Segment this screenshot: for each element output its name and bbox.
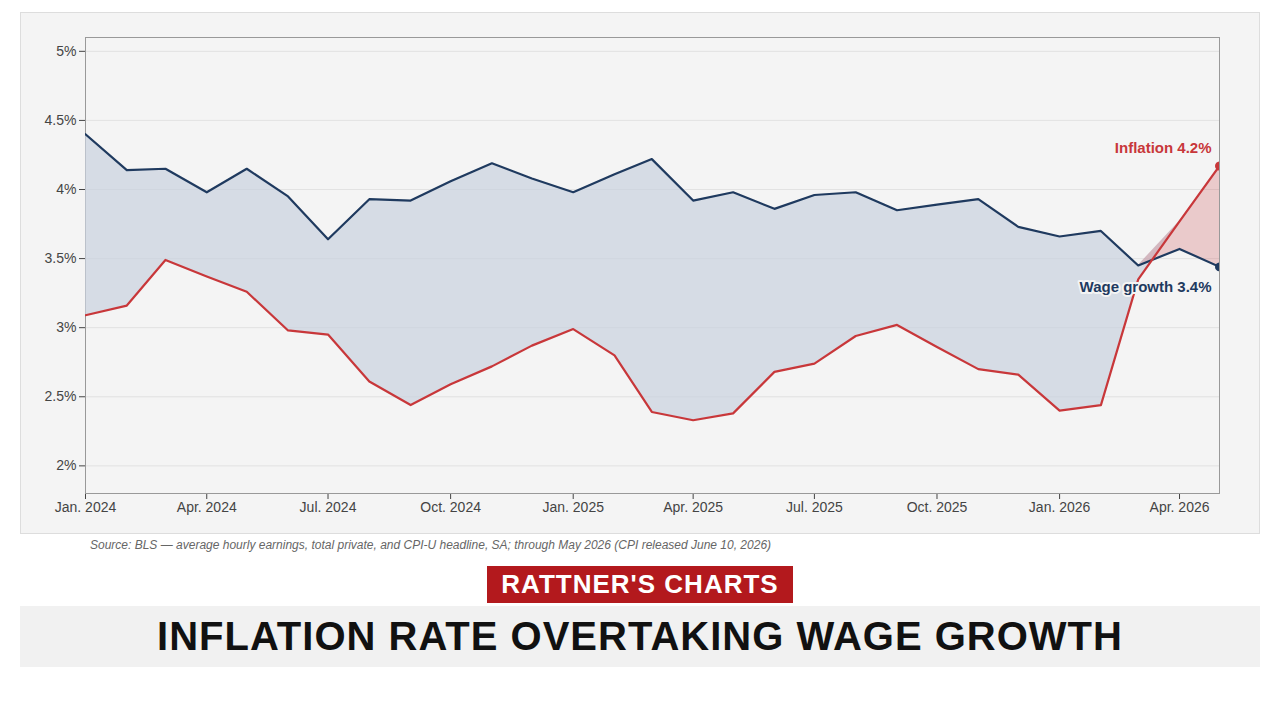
svg-text:Apr. 2026: Apr. 2026 xyxy=(1150,499,1210,515)
svg-text:Apr. 2025: Apr. 2025 xyxy=(663,499,723,515)
svg-text:Jan. 2026: Jan. 2026 xyxy=(1029,499,1091,515)
svg-text:3.5%: 3.5% xyxy=(45,250,77,266)
svg-text:4.5%: 4.5% xyxy=(45,112,77,128)
svg-text:Jan. 2025: Jan. 2025 xyxy=(542,499,604,515)
svg-text:Apr. 2024: Apr. 2024 xyxy=(177,499,237,515)
html-text:RATTNER'S CHARTS: RATTNER'S CHARTS xyxy=(501,569,779,599)
svg-text:Wage growth 3.4%: Wage growth 3.4% xyxy=(1080,278,1212,295)
svg-text:5%: 5% xyxy=(56,43,76,59)
svg-text:Jul. 2025: Jul. 2025 xyxy=(786,499,843,515)
svg-text:Oct. 2024: Oct. 2024 xyxy=(420,499,481,515)
svg-text:Inflation 4.2%: Inflation 4.2% xyxy=(1115,139,1212,156)
svg-text:3%: 3% xyxy=(56,319,76,335)
html-text:Source: BLS — average hourly e: Source: BLS — average hourly earnings, t… xyxy=(90,538,772,552)
svg-text:Jul. 2024: Jul. 2024 xyxy=(300,499,357,515)
svg-text:2%: 2% xyxy=(56,457,76,473)
svg-text:Jan. 2024: Jan. 2024 xyxy=(55,499,117,515)
svg-text:Oct. 2025: Oct. 2025 xyxy=(907,499,968,515)
svg-text:2.5%: 2.5% xyxy=(45,388,77,404)
svg-text:4%: 4% xyxy=(56,181,76,197)
html-text:INFLATION RATE OVERTAKING WAGE: INFLATION RATE OVERTAKING WAGE GROWTH xyxy=(157,614,1123,658)
